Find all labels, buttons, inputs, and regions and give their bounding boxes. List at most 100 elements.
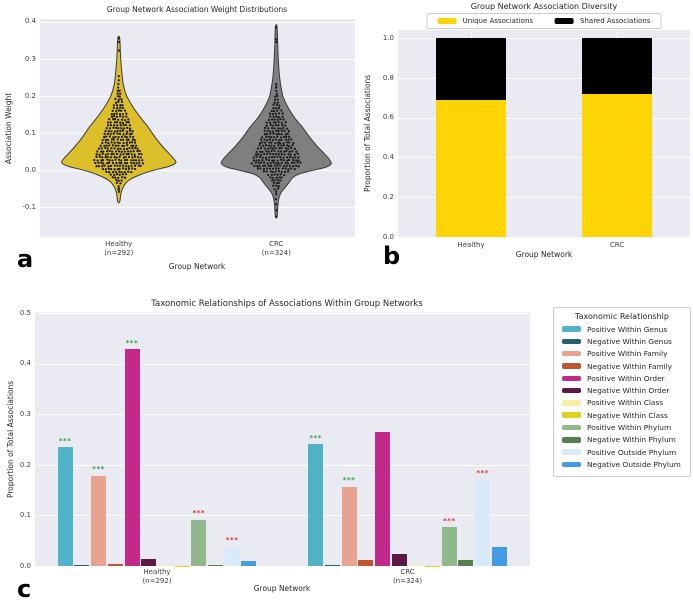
swarm-dot [275,162,278,165]
swarm-dot [286,170,290,173]
swarm-dot [258,155,262,158]
swarm-dot [272,181,276,184]
gridline [40,58,355,60]
swarm-dot [296,161,299,164]
swarm-dot [269,170,273,173]
swarm-dot [105,135,108,138]
swarm-dot [120,118,124,121]
panel-a-plot-area [40,19,355,237]
swarm-dot [104,168,107,171]
swarm-dot [263,129,266,132]
legend-item-label: Positive Within Order [587,373,665,383]
swarm-dot [98,155,101,158]
swarm-dot [104,138,108,142]
swarm-dot [284,167,287,170]
y-tick-label: 0.8 [382,73,394,82]
swarm-dot [266,152,269,156]
swarm-dot [115,152,119,156]
swarm-dot [288,155,292,159]
swarm-dot [266,162,269,165]
swarm-dot [113,164,116,167]
y-tick-label: 0.1 [24,128,36,137]
swarm-dot [274,112,277,116]
gridline [35,515,530,517]
swarm-dot [132,162,136,165]
swarm-dot [275,82,278,86]
swarm-dot [297,165,300,168]
swarm-dot [286,159,289,162]
swarm-dot [112,152,115,156]
swarm-dot [127,118,130,121]
swarm-dot [270,127,274,130]
swarm-dot [280,170,283,174]
swarm-dot [281,124,284,127]
swarm-dot [273,110,276,113]
swarm-dot [271,113,274,116]
swarm-dot [119,129,122,133]
bar-healthy-positive-within-class [157,565,173,566]
panel-a-label: a [17,245,34,273]
significance-stars: *** [309,433,322,442]
swarm-dot [129,135,132,138]
swarm-dot [261,141,264,144]
y-tick-label: -0.1 [22,203,36,212]
bar-healthy-shared-associations [436,38,506,100]
swarm-dot [109,124,113,127]
swarm-dot [115,156,118,159]
gridline [35,363,530,365]
swarm-dot [124,167,128,171]
legend-item-label: Positive Within Class [587,398,664,408]
swarm-dot [119,92,122,95]
swarm-dot [125,130,129,133]
legend-item: Positive Within Family [554,348,690,360]
swarm-dot [122,138,125,141]
swarm-dot [110,130,113,133]
swarm-dot [140,152,143,156]
swarm-dot [117,109,121,112]
swarm-dot [123,159,127,162]
swarm-dot [104,156,107,159]
swarm-dot [274,138,278,141]
swarm-dot [117,37,120,40]
swarm-dot [282,135,286,138]
swarm-dot [127,170,130,173]
legend-item-label: Negative Within Genus [587,336,672,346]
legend-swatch [562,375,581,382]
swarm-dot [292,158,295,162]
swarm-dot [106,155,109,159]
swarm-dot [265,121,268,124]
swarm-dot [130,159,133,162]
swarm-dot [283,153,286,156]
swarm-dot [270,135,273,139]
swarm-dot [288,144,291,148]
swarm-dot [275,129,278,132]
swarm-dot [141,159,144,162]
swarm-dot [274,121,277,124]
swarm-dot [269,115,272,118]
swarm-dot [273,179,276,182]
swarm-dot [118,155,121,158]
panel-a-title: Group Network Association Weight Distrib… [106,5,288,14]
swarm-dot [267,150,270,154]
swarm-dot [100,161,103,164]
swarm-dot [115,178,118,182]
swarm-dot [293,167,296,171]
swarm-dot [116,167,119,171]
legend-swatch [562,400,581,406]
swarm-dot [285,144,289,147]
swarm-dot [269,162,272,165]
swarm-dot [258,144,261,147]
swarm-dot [130,144,133,148]
swarm-dot [120,135,124,138]
bar-crc-negative-within-family [358,559,374,566]
swarm-dot [283,173,286,177]
swarm-dot [267,118,271,122]
swarm-dot [117,40,121,44]
swarm-dot [122,147,126,151]
swarm-dot [115,115,119,118]
swarm-dot [117,176,120,180]
swarm-dot [94,161,97,165]
swarm-dot [272,115,275,119]
swarm-dot [112,104,116,107]
swarm-dot [122,133,125,136]
